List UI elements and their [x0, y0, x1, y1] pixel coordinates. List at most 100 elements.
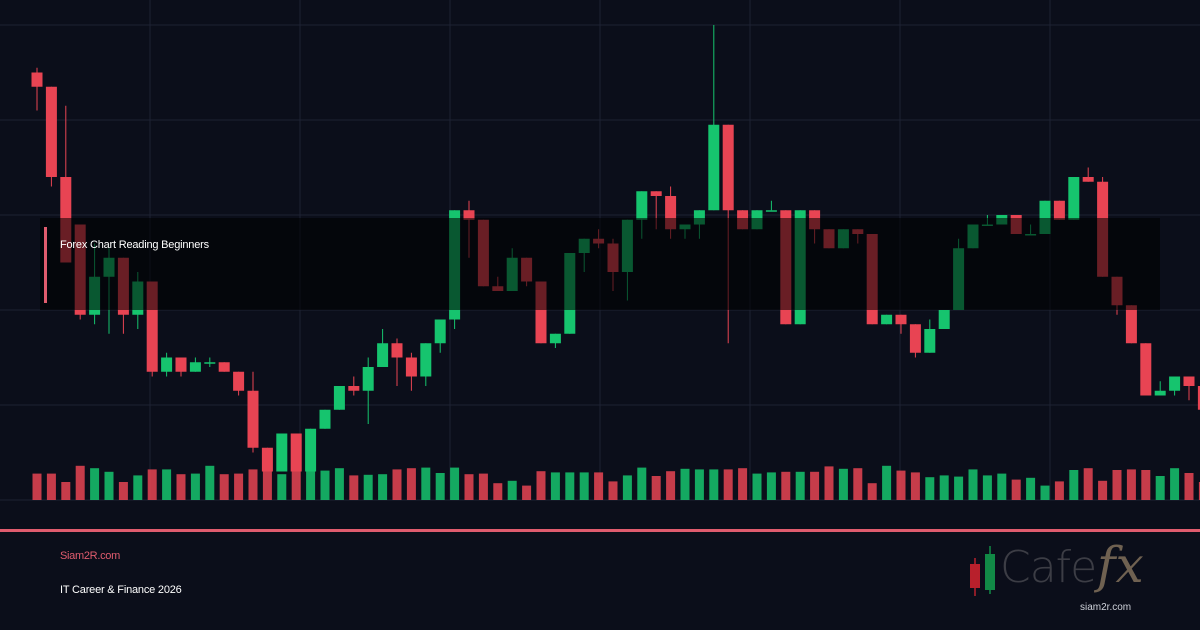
volume-bar	[406, 468, 416, 500]
candle-body	[650, 191, 662, 196]
volume-bar	[910, 472, 920, 500]
volume-bar	[493, 483, 503, 500]
volume-bar	[997, 473, 1007, 500]
volume-bar	[1112, 470, 1122, 500]
candle-body	[305, 428, 317, 472]
volume-bar	[1083, 468, 1093, 500]
candle-body	[405, 357, 417, 377]
candle-body	[722, 124, 734, 211]
volume-bar	[392, 469, 402, 500]
volume-bar	[694, 469, 704, 500]
volume-bar	[507, 480, 517, 500]
candle-body	[938, 310, 950, 329]
candle-body	[45, 86, 57, 177]
candle-body	[1053, 200, 1065, 220]
volume-bar	[896, 470, 906, 500]
volume-bar	[1026, 477, 1036, 500]
volume-bar	[262, 469, 272, 500]
candle-body	[1169, 376, 1181, 391]
candle-body	[161, 357, 173, 372]
volume-bar	[666, 471, 676, 500]
footer-divider	[0, 529, 1200, 532]
volume-bar	[536, 471, 546, 500]
volume-bar	[738, 468, 748, 500]
candle-body	[1039, 200, 1051, 234]
volume-bar	[766, 472, 776, 500]
volume-bar	[795, 471, 805, 500]
volume-bar	[277, 474, 287, 500]
candle-body	[1125, 305, 1137, 344]
volume-bar	[147, 469, 157, 500]
volume-bar	[982, 475, 992, 500]
candle-body	[881, 314, 893, 325]
volume-bar	[464, 474, 474, 500]
volume-bar	[104, 471, 114, 500]
candle-body	[1082, 177, 1094, 182]
volume-bar	[882, 465, 892, 500]
volume-bar	[680, 468, 690, 500]
candle-body	[1197, 386, 1200, 410]
volume-bar	[954, 476, 964, 500]
volume-bar	[1126, 469, 1136, 500]
candle-body	[377, 343, 389, 367]
volume-bar	[968, 469, 978, 500]
volume-bar	[522, 485, 532, 500]
volume-bar	[162, 469, 172, 500]
volume-bar	[781, 471, 791, 500]
volume-bar	[176, 474, 186, 500]
candle-body	[146, 281, 158, 372]
footer-site[interactable]: Siam2R.com	[60, 550, 120, 562]
volume-bar	[925, 477, 935, 500]
logo-fx: fx	[1097, 536, 1144, 594]
volume-bar	[637, 467, 647, 500]
logo-text: Cafe	[1000, 542, 1097, 593]
candle-body	[924, 329, 936, 353]
candle-body	[708, 124, 720, 211]
volume-bar	[838, 468, 848, 500]
candle-body	[549, 333, 561, 344]
volume-bar	[622, 475, 632, 500]
volume-bar	[824, 466, 834, 500]
candle-body	[189, 362, 201, 372]
candle-body	[391, 343, 403, 358]
volume-bar	[32, 473, 42, 500]
candle-body	[175, 357, 187, 372]
volume-bar	[75, 465, 85, 500]
volume-bar	[752, 473, 762, 500]
volume-bar	[320, 470, 330, 500]
volume-bar	[810, 471, 820, 500]
volume-bar	[723, 469, 733, 500]
volume-bar	[421, 467, 431, 500]
volume-bar	[594, 472, 604, 500]
volume-bar	[1198, 482, 1200, 500]
candle-body	[348, 386, 360, 391]
volume-bar	[1141, 470, 1151, 500]
volume-bar	[1011, 479, 1021, 500]
volume-bar	[435, 473, 445, 500]
candle-body	[204, 362, 216, 364]
volume-bar	[709, 469, 719, 500]
candle-body	[765, 210, 777, 212]
volume-bar	[867, 483, 877, 500]
volume-bar	[939, 475, 949, 500]
footer-tagline: IT Career & Finance 2026	[60, 584, 182, 596]
candle-body	[333, 386, 345, 410]
chart-title: Forex Chart Reading Beginners	[60, 239, 209, 251]
volume-bar	[349, 475, 359, 500]
volume-bar	[478, 473, 488, 500]
title-band	[40, 218, 1160, 310]
candle-body	[434, 319, 446, 344]
candle-body	[233, 371, 245, 391]
volume-bar	[1098, 480, 1108, 500]
volume-bar	[651, 476, 661, 500]
candle-body	[895, 314, 907, 325]
volume-bar	[61, 482, 71, 500]
volume-bar	[334, 468, 344, 500]
candle-body	[535, 281, 547, 344]
volume-bar	[550, 472, 560, 500]
volume-bar	[90, 468, 100, 500]
candle-body	[1140, 343, 1152, 396]
volume-bar	[1054, 481, 1064, 500]
candle-body	[1154, 390, 1166, 396]
candle-body	[31, 72, 43, 87]
